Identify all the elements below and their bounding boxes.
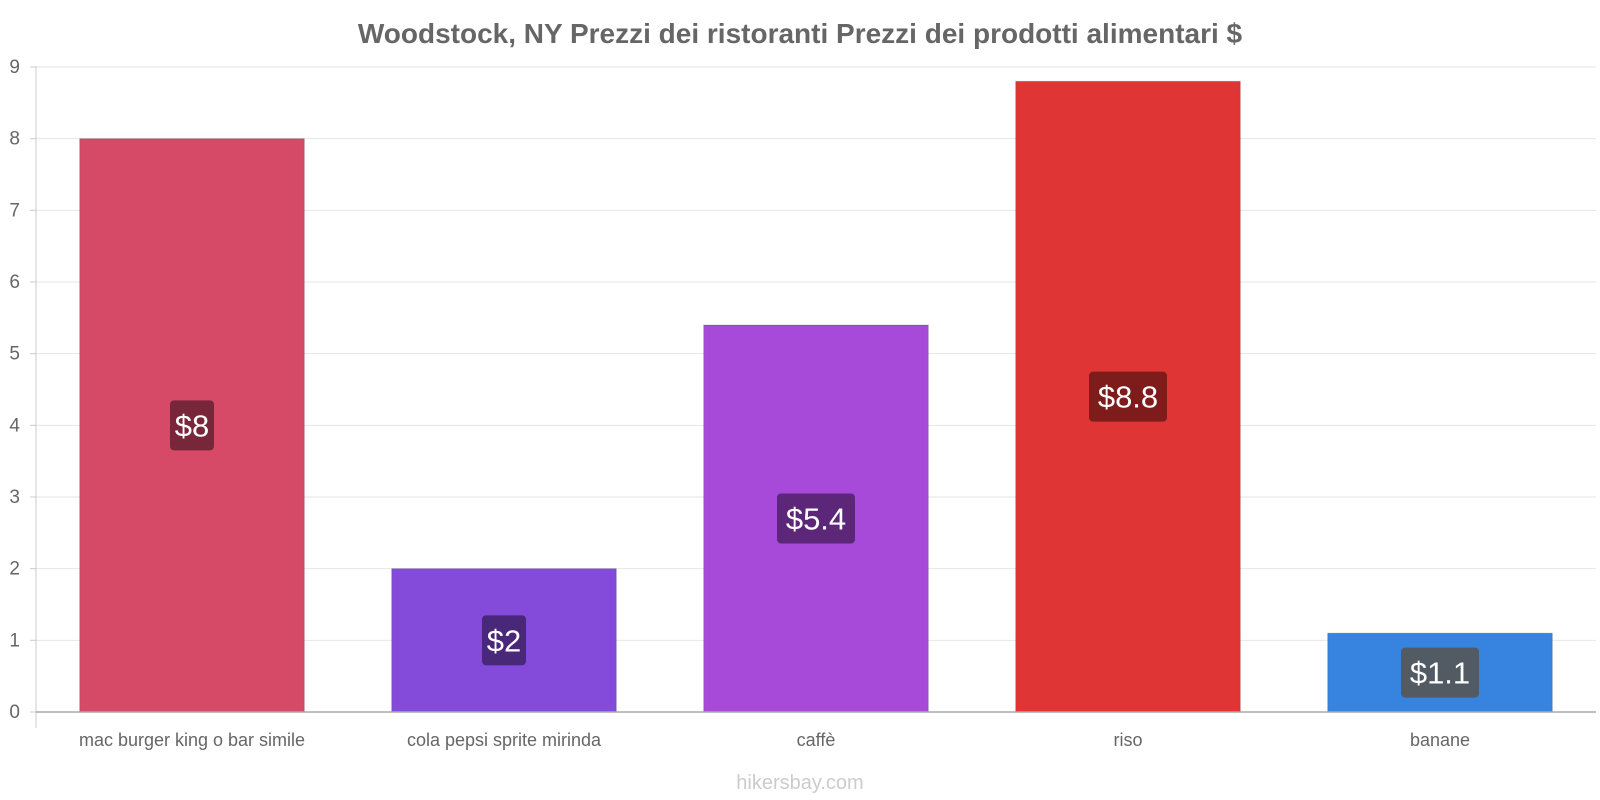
y-tick-label: 2 <box>9 559 20 580</box>
x-tick-label: caffè <box>797 730 836 750</box>
chart-title: Woodstock, NY Prezzi dei ristoranti Prez… <box>358 18 1243 49</box>
y-tick-label: 7 <box>9 200 20 221</box>
value-label: $8.8 <box>1098 380 1158 415</box>
y-axis: 0 1 2 3 4 5 6 7 8 9 <box>9 57 37 728</box>
y-tick-label: 1 <box>9 630 20 651</box>
credit-text: hikersbay.com <box>736 772 863 794</box>
x-tick-label: cola pepsi sprite mirinda <box>407 730 602 750</box>
y-tick-label: 5 <box>9 344 20 365</box>
x-tick-label: riso <box>1113 730 1142 750</box>
value-label: $8 <box>175 408 209 443</box>
y-tick-label: 8 <box>9 129 20 150</box>
value-label-box <box>1401 647 1479 698</box>
value-label: $2 <box>487 623 521 658</box>
y-tick-label: 6 <box>9 272 20 293</box>
value-label-box <box>482 615 526 666</box>
y-tick-label: 3 <box>9 487 20 508</box>
bars <box>79 80 1553 713</box>
value-label: $1.1 <box>1410 656 1470 691</box>
y-tick-label: 0 <box>9 702 20 723</box>
value-labels: $8 $2 $5.4 $8.8 $1.1 <box>170 371 1479 698</box>
value-label: $5.4 <box>786 502 846 537</box>
y-tick-label: 9 <box>9 57 20 78</box>
x-tick-label: mac burger king o bar simile <box>79 730 305 750</box>
value-label-box <box>1089 371 1167 422</box>
value-label-box <box>170 400 214 451</box>
value-label-box <box>777 493 855 544</box>
x-tick-label: banane <box>1410 730 1470 750</box>
y-tick-label: 4 <box>9 415 20 436</box>
x-axis: mac burger king o bar simile cola pepsi s… <box>36 711 1596 750</box>
